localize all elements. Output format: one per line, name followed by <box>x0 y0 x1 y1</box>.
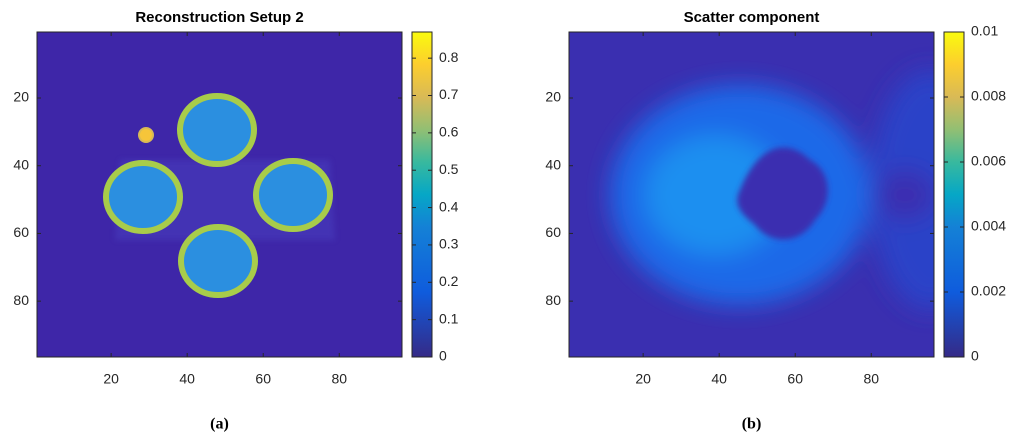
colorbar-tick-label: 0.5 <box>439 161 459 177</box>
y-tick-label: 20 <box>545 89 561 105</box>
y-tick-label: 80 <box>545 292 561 308</box>
y-tick-label: 20 <box>13 89 29 105</box>
y-tick-label: 40 <box>13 156 29 172</box>
axes-box <box>36 31 403 358</box>
y-tick-label: 60 <box>545 224 561 240</box>
colorbar-tick-label: 0.2 <box>439 273 459 289</box>
colorbar-tick-label: 0.004 <box>971 218 1006 234</box>
colorbar-tick-label: 0.01 <box>971 23 998 39</box>
colorbar-tick-label: 0 <box>971 348 979 364</box>
chart-title: Scatter component <box>684 9 820 26</box>
colorbar-tick-label: 0.006 <box>971 153 1006 169</box>
x-tick-label: 80 <box>863 371 879 387</box>
x-tick-label: 40 <box>711 371 727 387</box>
y-tick-label: 40 <box>545 156 561 172</box>
x-tick-label: 60 <box>787 371 803 387</box>
image-b <box>569 32 934 357</box>
colorbar-tick-label: 0.008 <box>971 88 1006 104</box>
chart-title: Reconstruction Setup 2 <box>135 9 303 26</box>
image-a <box>37 32 402 357</box>
colorbar-tick-label: 0 <box>439 348 447 364</box>
x-tick-label: 60 <box>255 371 271 387</box>
colorbar-tick-label: 0.002 <box>971 283 1006 299</box>
colorbar-tick-label: 0.8 <box>439 49 459 65</box>
colorbar-tick-label: 0.1 <box>439 310 459 326</box>
caption: (a) <box>210 416 229 433</box>
colorbar <box>943 31 965 358</box>
colorbar-tick-label: 0.6 <box>439 124 459 140</box>
colorbar <box>411 31 433 358</box>
colorbar-tick-label: 0.4 <box>439 198 459 214</box>
x-tick-label: 80 <box>331 371 347 387</box>
x-tick-label: 20 <box>103 371 119 387</box>
colorbar-tick-label: 0.7 <box>439 86 459 102</box>
x-tick-label: 40 <box>179 371 195 387</box>
caption: (b) <box>742 416 762 433</box>
y-tick-label: 80 <box>13 292 29 308</box>
y-tick-label: 60 <box>13 224 29 240</box>
x-tick-label: 20 <box>635 371 651 387</box>
axes-box <box>568 31 935 358</box>
colorbar-tick-label: 0.3 <box>439 236 459 252</box>
